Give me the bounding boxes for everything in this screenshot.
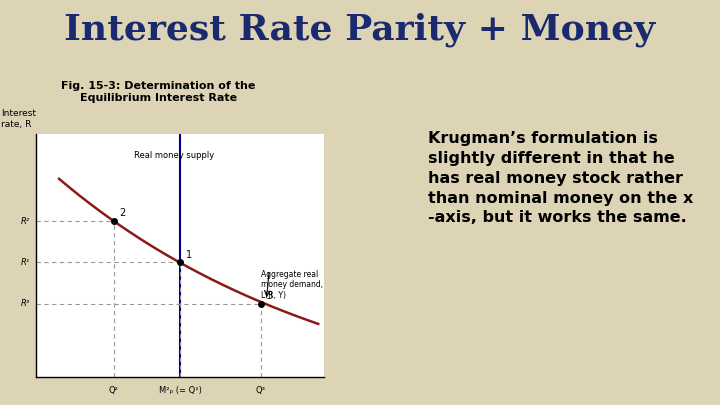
Text: R¹: R¹: [21, 258, 30, 267]
Text: Real money supply: Real money supply: [134, 151, 215, 160]
Text: Krugman’s formulation is
slightly different in that he
has real money stock rath: Krugman’s formulation is slightly differ…: [428, 131, 694, 225]
Text: 2: 2: [120, 208, 126, 218]
Text: Interest
rate, R: Interest rate, R: [1, 109, 37, 129]
Text: R³: R³: [21, 299, 30, 308]
Text: R²: R²: [21, 217, 30, 226]
Text: 1: 1: [186, 249, 192, 260]
Text: Fig. 15-3: Determination of the
Equilibrium Interest Rate: Fig. 15-3: Determination of the Equilibr…: [61, 81, 256, 102]
Text: Q²: Q²: [109, 386, 119, 395]
Text: Q³: Q³: [256, 386, 266, 395]
Text: Interest Rate Parity + Money: Interest Rate Parity + Money: [64, 12, 656, 47]
Text: Aggregate real
money demand,
L(R, Y): Aggregate real money demand, L(R, Y): [261, 270, 323, 300]
Text: 3: 3: [266, 291, 273, 301]
Text: M²ₚ (= Q¹): M²ₚ (= Q¹): [158, 386, 202, 395]
